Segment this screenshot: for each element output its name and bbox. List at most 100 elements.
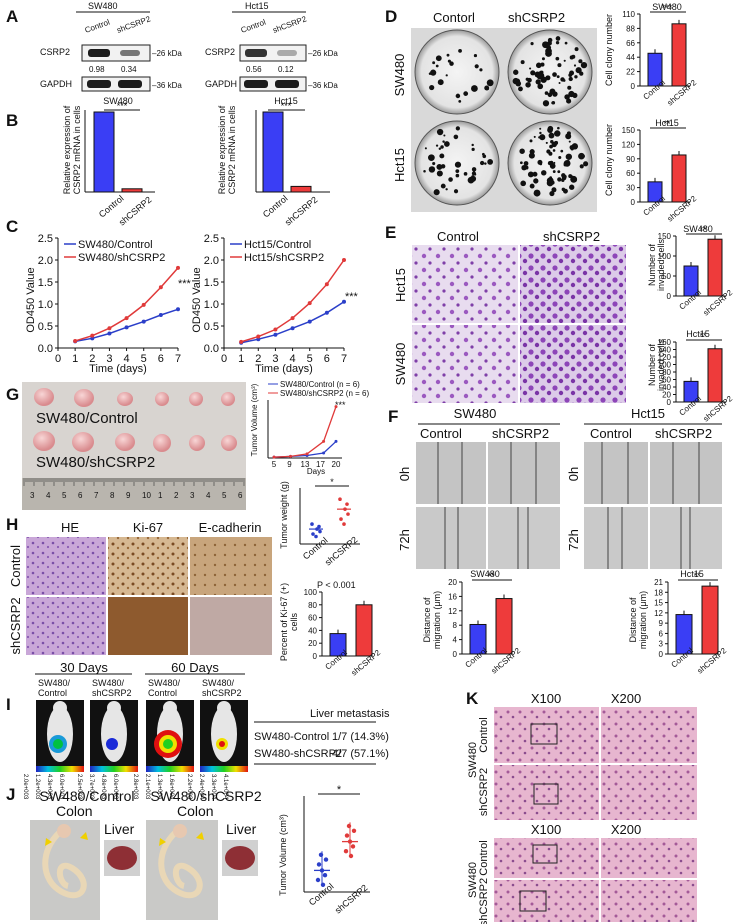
row-group-label: SW480 [467, 862, 479, 898]
data-point [324, 310, 329, 315]
colony [479, 160, 485, 166]
mouse-images: SW480/Control 2.0e+003 1.2e+003 4.3e+003 6.0… [22, 678, 248, 800]
tick-label-y: 2.0 [38, 255, 53, 267]
tick-label-y: 120 [658, 353, 672, 362]
bar-chart-b2: Relative expression of CSRP2 mRNA in cel… [217, 96, 330, 228]
tick-label-x: 17 [316, 460, 325, 469]
legend-label: SW480/shCSRP2 [78, 252, 165, 264]
blot-band [88, 49, 110, 57]
blot-kda: –36 kDa [152, 81, 182, 90]
day-label: 60 Days [171, 660, 219, 675]
axis-label-y: Cell clony number [604, 124, 614, 196]
panel-letter-d: D [385, 7, 397, 26]
row-label: shCSRP2 [478, 878, 490, 924]
data-point [124, 316, 129, 321]
tick-label-y: 88 [626, 24, 635, 33]
colony [458, 99, 462, 103]
colony [550, 140, 554, 144]
colony [581, 154, 585, 158]
invasion-image [520, 325, 626, 403]
ruler-numbers: 3 4 5 6 7 8 9 10 1 2 3 4 5 6 [30, 491, 243, 500]
colony [551, 101, 556, 105]
colony [474, 64, 479, 69]
colony [557, 177, 562, 182]
colony [568, 140, 571, 143]
bar-chart-e1: Number of invaded cells SW480 050100150C… [647, 224, 735, 318]
data-point [322, 451, 326, 455]
colony [471, 147, 475, 151]
colony [428, 166, 436, 173]
panel-c: C OD450 Value Time (days) *** 0 1 2 3 4 5 6 70.… [6, 217, 359, 375]
tick-label-x: 9 [287, 460, 292, 469]
bar-chart-d2: Cell clony number Hct15 0306090120150Con… [604, 118, 699, 224]
dot-plot-tumor-weight: Tumor weight (g) * Control shCSRP2 [279, 477, 360, 568]
tick-label-y: 140 [658, 346, 672, 355]
mag-label: X100 [531, 691, 561, 706]
colony [447, 59, 451, 63]
colony [561, 178, 565, 183]
tick-label-y: 60 [662, 376, 671, 385]
ihc-image [26, 537, 106, 595]
colony [528, 152, 535, 159]
axis-label-y: OD450 Value [25, 267, 37, 332]
data-point [107, 331, 112, 336]
axis-label-y: invaded cells [656, 338, 666, 391]
ihc-image [108, 537, 188, 595]
bar-shcsrp2 [355, 604, 373, 657]
tick-label-x: 1 [72, 353, 78, 365]
mag-label: X200 [611, 822, 641, 837]
colony [435, 55, 442, 62]
colony [463, 91, 469, 97]
colony [546, 179, 554, 187]
tick-label-y: 0 [631, 198, 636, 207]
axis-label-x: Time (days) [89, 363, 147, 375]
colony [532, 171, 538, 177]
ruler-number: 6 [78, 491, 83, 500]
colony [484, 162, 487, 165]
colony [471, 175, 474, 178]
colony [430, 69, 437, 76]
colony [568, 76, 573, 82]
ruler-number: 2 [174, 491, 179, 500]
organ-label: Liver [226, 821, 257, 837]
data-point [345, 502, 349, 506]
colony [574, 47, 579, 52]
axis-label-y: migration (μm) [432, 591, 442, 649]
data-point [158, 285, 163, 290]
data-point [334, 405, 338, 409]
axis-label-y: Tumor Volume (cm³) [278, 814, 288, 896]
colony [574, 178, 577, 182]
tick-label-x: 4 [124, 353, 130, 365]
col-label: E-cadherin [199, 520, 262, 535]
colony-dots [423, 36, 589, 197]
tick-label-y: 0.5 [38, 321, 53, 333]
sig-marker: * [337, 784, 342, 796]
colony [479, 68, 483, 72]
tick-label-y: 6 [659, 629, 664, 638]
data-point [158, 313, 163, 317]
colony [541, 170, 547, 176]
data-point [176, 265, 180, 270]
tick-label-y: 9 [659, 619, 664, 628]
colony [424, 147, 427, 150]
tick-label-y: 2.5 [204, 233, 219, 245]
colon-photos [30, 820, 258, 920]
table-header: Liver metastasis [310, 708, 390, 720]
tick-label-y: 90 [626, 155, 635, 164]
data-point [322, 439, 326, 443]
axis-label-y: OD450 Value [191, 267, 203, 332]
tick-label-x: 2 [89, 353, 95, 365]
colony [533, 178, 539, 184]
bar-shcsrp2 [707, 348, 723, 403]
chart-title: Hct15 [686, 329, 710, 339]
colony [525, 82, 531, 88]
panel-f: F SW480 Hct15 Control shCSRP2 Control sh… [388, 406, 729, 676]
panel-letter-h: H [6, 515, 18, 534]
sig-marker: *** [345, 291, 359, 303]
colony [445, 188, 448, 191]
axis-label-y: Relative expression of [62, 105, 72, 194]
data-point [311, 532, 315, 536]
colony [542, 100, 550, 107]
scale-label: 4.8e+003 [100, 774, 106, 800]
